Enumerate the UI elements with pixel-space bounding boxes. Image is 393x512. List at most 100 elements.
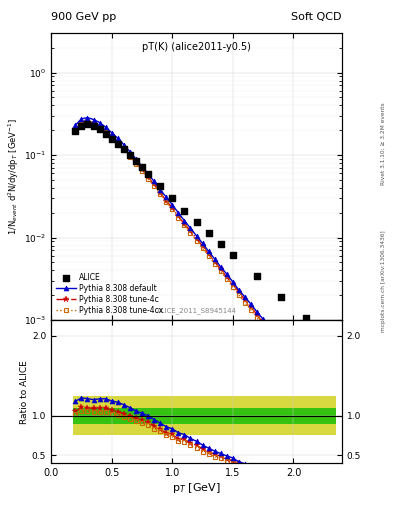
Pythia 8.308 default xyxy=(158,187,163,193)
Pythia 8.308 default xyxy=(140,163,144,169)
Pythia 8.308 default xyxy=(91,116,96,122)
Pythia 8.308 tune-4c xyxy=(97,123,102,129)
Pythia 8.308 tune-4cx xyxy=(231,284,235,290)
ALICE xyxy=(121,145,127,153)
Pythia 8.308 tune-4cx xyxy=(73,127,78,134)
Pythia 8.308 tune-4cx xyxy=(121,147,126,153)
ALICE xyxy=(72,127,79,135)
Pythia 8.308 tune-4c xyxy=(219,266,223,272)
Pythia 8.308 tune-4c xyxy=(164,198,169,204)
Pythia 8.308 default xyxy=(164,194,169,200)
ALICE xyxy=(193,218,200,226)
Pythia 8.308 tune-4cx xyxy=(91,121,96,127)
Pythia 8.308 tune-4c xyxy=(73,126,78,133)
Pythia 8.308 tune-4c xyxy=(279,340,284,347)
Pythia 8.308 tune-4cx xyxy=(116,140,120,146)
Pythia 8.308 tune-4c xyxy=(291,354,296,360)
Pythia 8.308 tune-4c xyxy=(321,390,326,396)
Y-axis label: Ratio to ALICE: Ratio to ALICE xyxy=(20,360,29,423)
Text: 900 GeV pp: 900 GeV pp xyxy=(51,11,116,22)
Pythia 8.308 tune-4cx xyxy=(152,183,156,189)
Pythia 8.308 default xyxy=(303,365,308,371)
Pythia 8.308 tune-4c xyxy=(297,362,302,368)
ALICE xyxy=(278,293,285,301)
Pythia 8.308 tune-4cx xyxy=(279,344,284,350)
Pythia 8.308 default xyxy=(79,116,84,122)
Pythia 8.308 tune-4cx xyxy=(249,307,253,313)
X-axis label: p$_T$ [GeV]: p$_T$ [GeV] xyxy=(172,481,221,495)
ALICE xyxy=(157,182,163,190)
Pythia 8.308 tune-4c xyxy=(309,376,314,382)
Pythia 8.308 tune-4c xyxy=(206,251,211,257)
Pythia 8.308 default xyxy=(285,345,290,351)
Pythia 8.308 tune-4cx xyxy=(285,351,290,357)
Pythia 8.308 default xyxy=(231,279,235,285)
Pythia 8.308 default xyxy=(219,264,223,270)
Pythia 8.308 tune-4cx xyxy=(97,124,102,131)
Pythia 8.308 tune-4cx xyxy=(188,230,193,236)
ALICE xyxy=(84,120,91,129)
Pythia 8.308 tune-4cx xyxy=(176,215,181,221)
Pythia 8.308 default xyxy=(321,386,326,392)
Pythia 8.308 default xyxy=(176,209,181,216)
Pythia 8.308 default xyxy=(152,178,156,184)
Pythia 8.308 tune-4cx xyxy=(321,394,326,400)
Pythia 8.308 default xyxy=(73,122,78,129)
Pythia 8.308 tune-4cx xyxy=(219,268,223,274)
Pythia 8.308 tune-4c xyxy=(285,347,290,353)
Pythia 8.308 default xyxy=(97,119,102,125)
Pythia 8.308 tune-4cx xyxy=(242,300,247,306)
ALICE xyxy=(181,207,187,215)
Pythia 8.308 default xyxy=(146,171,151,177)
ALICE xyxy=(108,135,115,143)
Pythia 8.308 default xyxy=(200,240,205,246)
ALICE xyxy=(303,314,309,323)
Pythia 8.308 tune-4c xyxy=(103,127,108,134)
Pythia 8.308 default xyxy=(261,316,266,323)
Pythia 8.308 default xyxy=(291,352,296,358)
Pythia 8.308 default xyxy=(237,287,241,293)
Pythia 8.308 tune-4cx xyxy=(182,222,187,228)
Pythia 8.308 tune-4c xyxy=(231,282,235,288)
Text: Soft QCD: Soft QCD xyxy=(292,11,342,22)
ALICE xyxy=(254,272,260,280)
Pythia 8.308 tune-4c xyxy=(85,118,90,124)
Pythia 8.308 default xyxy=(267,324,272,330)
ALICE xyxy=(327,338,333,346)
Pythia 8.308 default xyxy=(206,248,211,254)
Pythia 8.308 tune-4c xyxy=(242,297,247,303)
Pythia 8.308 tune-4cx xyxy=(261,322,266,328)
Pythia 8.308 tune-4c xyxy=(255,312,259,318)
Pythia 8.308 tune-4c xyxy=(91,120,96,126)
Pythia 8.308 tune-4c xyxy=(140,166,144,173)
Pythia 8.308 tune-4cx xyxy=(140,168,144,174)
Pythia 8.308 tune-4cx xyxy=(212,261,217,267)
Y-axis label: 1/N$_{event}$ d$^{2}$N/dy/dp$_T$ [GeV$^{-1}$]: 1/N$_{event}$ d$^{2}$N/dy/dp$_T$ [GeV$^{… xyxy=(7,118,21,235)
Pythia 8.308 default xyxy=(242,294,247,300)
Pythia 8.308 tune-4c xyxy=(134,159,138,165)
Pythia 8.308 tune-4c xyxy=(121,145,126,152)
Pythia 8.308 tune-4c xyxy=(249,304,253,310)
Line: Pythia 8.308 tune-4c: Pythia 8.308 tune-4c xyxy=(72,118,333,403)
Text: pT(K) (alice2011-y0.5): pT(K) (alice2011-y0.5) xyxy=(142,42,251,52)
ALICE xyxy=(115,140,121,148)
Pythia 8.308 tune-4c xyxy=(315,383,320,389)
Pythia 8.308 tune-4c xyxy=(261,319,266,325)
Pythia 8.308 tune-4c xyxy=(327,397,332,403)
Pythia 8.308 tune-4c xyxy=(79,119,84,125)
Pythia 8.308 default xyxy=(273,331,277,337)
Pythia 8.308 tune-4cx xyxy=(273,336,277,343)
Pythia 8.308 default xyxy=(255,309,259,315)
Pythia 8.308 tune-4cx xyxy=(194,238,199,244)
Pythia 8.308 tune-4cx xyxy=(79,121,84,127)
ALICE xyxy=(139,163,145,172)
Pythia 8.308 tune-4c xyxy=(237,289,241,295)
ALICE xyxy=(133,157,139,165)
Pythia 8.308 default xyxy=(327,393,332,399)
Pythia 8.308 tune-4cx xyxy=(237,292,241,298)
Pythia 8.308 tune-4c xyxy=(158,189,163,196)
Pythia 8.308 tune-4cx xyxy=(164,199,169,205)
Pythia 8.308 tune-4cx xyxy=(224,276,229,283)
ALICE xyxy=(90,122,97,130)
Pythia 8.308 tune-4c xyxy=(267,326,272,332)
